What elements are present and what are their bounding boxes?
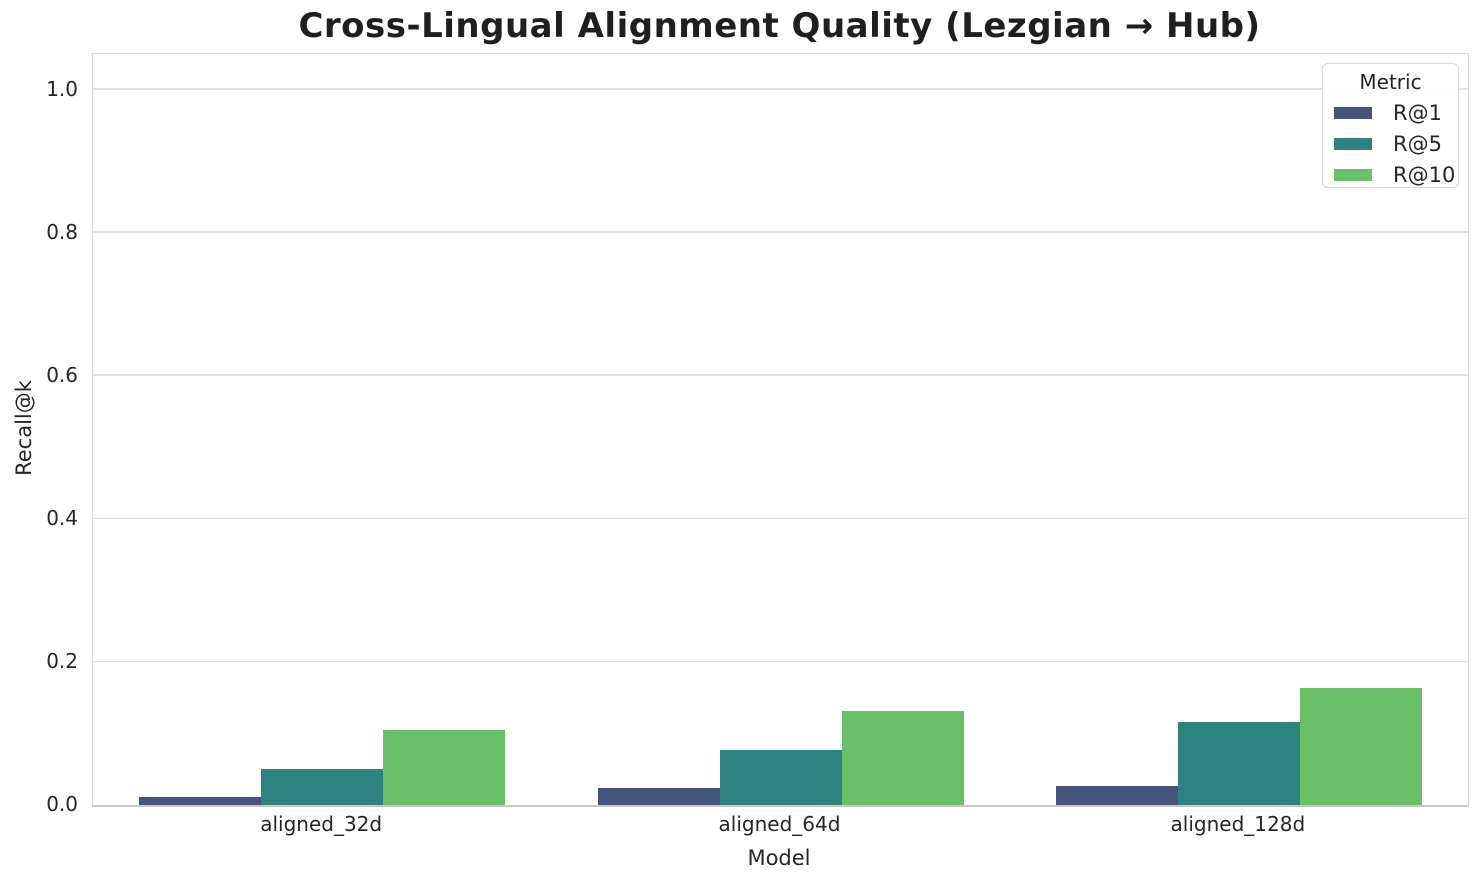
legend-item-R@5: R@5 <box>1323 128 1458 159</box>
legend-label-R@5: R@5 <box>1393 131 1442 156</box>
bar-aligned_32d-R@1 <box>139 797 262 805</box>
legend-swatch-R@1 <box>1334 106 1372 119</box>
plot-area <box>92 53 1469 807</box>
bar-aligned_64d-R@10 <box>841 711 964 805</box>
legend-items: R@1 R@5 R@10 <box>1323 97 1458 190</box>
gridline-0.8 <box>93 231 1468 233</box>
legend-label-R@10: R@10 <box>1393 162 1456 187</box>
gridline-1 <box>93 88 1468 90</box>
legend-swatch-R@10 <box>1334 168 1372 181</box>
bar-aligned_128d-R@5 <box>1177 722 1300 805</box>
bar-aligned_32d-R@10 <box>383 729 506 805</box>
x-axis-label: Model <box>747 846 811 870</box>
y-tick-label-0.4: 0.4 <box>46 505 78 530</box>
legend-swatch-R@5 <box>1334 137 1372 150</box>
y-tick-label-0.8: 0.8 <box>46 219 78 244</box>
y-tick-label-0.0: 0.0 <box>46 792 78 816</box>
legend-title: Metric <box>1359 70 1422 94</box>
legend-label-R@1: R@1 <box>1393 100 1442 125</box>
bar-aligned_32d-R@5 <box>261 769 384 805</box>
x-tick-label-aligned_64d: aligned_64d <box>718 812 841 836</box>
x-tick-label-aligned_32d: aligned_32d <box>260 812 383 836</box>
legend-item-R@1: R@1 <box>1323 97 1458 128</box>
legend-item-R@10: R@10 <box>1323 159 1458 190</box>
y-tick-label-0.2: 0.2 <box>46 648 78 673</box>
bar-aligned_64d-R@5 <box>719 749 842 805</box>
gridline-0.2 <box>93 660 1468 662</box>
bar-aligned_128d-R@10 <box>1299 687 1422 805</box>
legend: Metric R@1 R@5 R@10 <box>1322 63 1459 188</box>
y-tick-label-0.6: 0.6 <box>46 362 78 387</box>
gridline-0.6 <box>93 374 1468 376</box>
x-tick-label-aligned_128d: aligned_128d <box>1170 812 1306 836</box>
bar-aligned_64d-R@1 <box>597 787 720 805</box>
chart-title: Cross-Lingual Alignment Quality (Lezgian… <box>298 6 1261 46</box>
gridline-0.4 <box>93 517 1468 519</box>
y-tick-label-1.0: 1.0 <box>46 76 78 101</box>
y-axis-label: Recall@k <box>12 380 36 476</box>
bar-aligned_128d-R@1 <box>1055 785 1178 805</box>
